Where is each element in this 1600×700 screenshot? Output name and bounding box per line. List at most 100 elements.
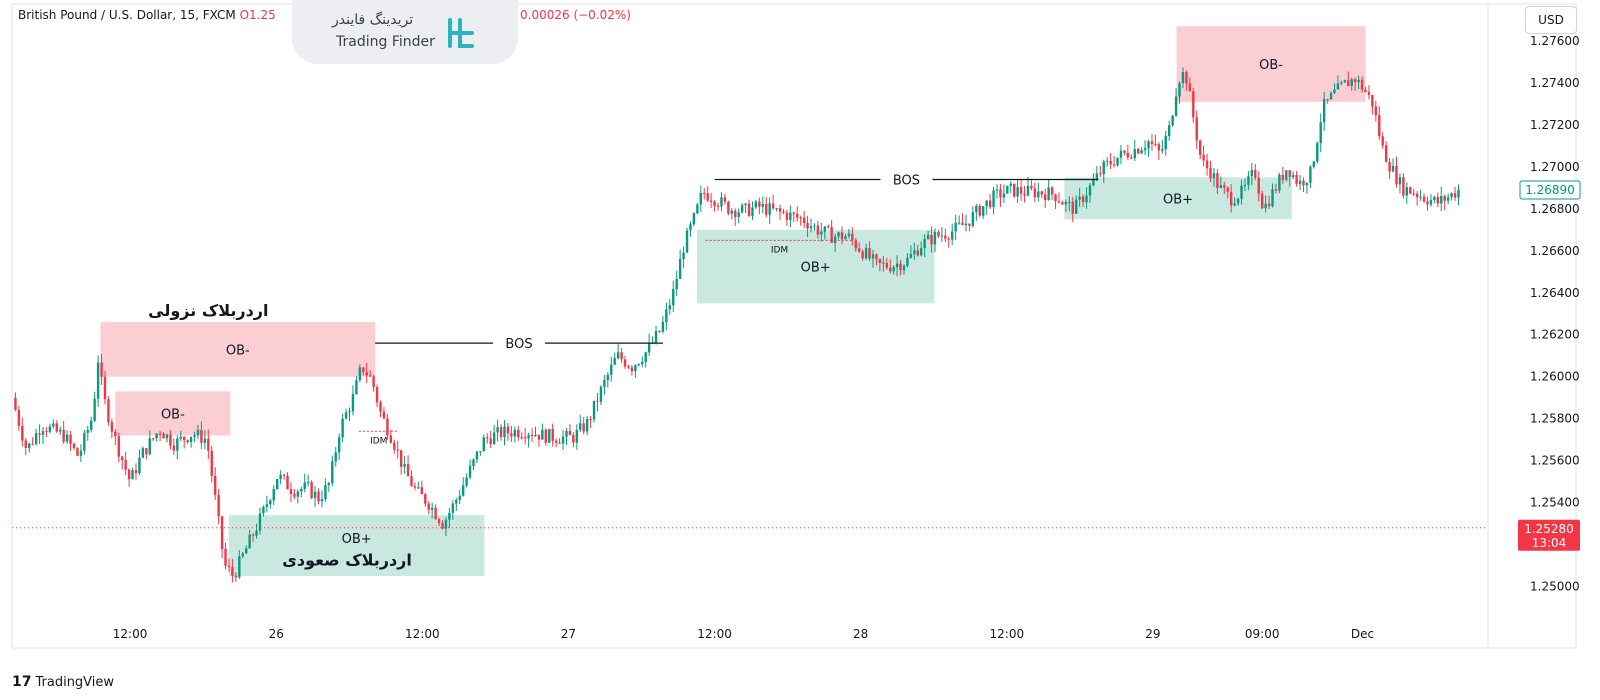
candle-body	[255, 530, 258, 536]
candle-body	[1216, 173, 1219, 188]
zone-label: OB-	[226, 343, 250, 358]
candle-body	[31, 443, 34, 445]
candle-body	[689, 224, 692, 231]
candle-body	[93, 398, 96, 421]
candle-body	[341, 418, 344, 438]
candle-body	[968, 223, 971, 226]
candle-body	[448, 512, 451, 520]
candle-body	[1047, 187, 1050, 201]
candle-body	[1095, 173, 1099, 180]
candle-body	[696, 204, 699, 214]
candle-body	[441, 523, 444, 529]
candle-body	[1161, 149, 1164, 151]
candle-body	[1436, 196, 1440, 204]
candle-body	[227, 565, 231, 568]
candle-body	[844, 236, 847, 240]
candle-body	[665, 309, 668, 322]
candle-body	[1360, 79, 1364, 90]
order-block-zone	[100, 322, 376, 377]
bos-label: BOS	[893, 173, 920, 188]
candle-body	[430, 507, 434, 510]
candle-body	[475, 451, 479, 460]
candle-body	[1316, 143, 1319, 162]
candle-body	[393, 442, 396, 450]
candle-body	[90, 420, 93, 430]
candle-body	[279, 474, 282, 480]
candle-body	[899, 263, 902, 271]
candle-body	[59, 429, 62, 432]
price-axis[interactable]: 1.27600 1.27400 1.27200 1.27000 1.26800 1.266…	[1530, 34, 1580, 594]
time-axis[interactable]: 12:00 26 12:00 27 12:00 28 12:00 29 09:00 Dec	[113, 627, 1374, 641]
candle-body	[1453, 193, 1457, 198]
candle-body	[461, 485, 465, 496]
candle-body	[727, 201, 730, 214]
candle-body	[620, 352, 623, 360]
candle-body	[895, 263, 899, 268]
candle-body	[1443, 196, 1446, 201]
candle-body	[833, 236, 837, 243]
candle-body	[152, 438, 155, 440]
candle-body	[83, 432, 86, 451]
candle-body	[265, 504, 269, 507]
candle-body	[186, 440, 189, 443]
time-tick: 09:00	[1245, 627, 1280, 641]
candle-body	[785, 212, 789, 221]
candle-body	[613, 358, 616, 365]
candle-body	[585, 418, 589, 432]
candle-body	[1429, 200, 1433, 205]
candle-body	[479, 451, 482, 453]
candle-body	[1044, 194, 1047, 201]
candle-body	[1219, 185, 1223, 188]
candle-body	[310, 482, 313, 498]
last-price-tag	[1519, 180, 1581, 200]
zone-label: OB+	[1163, 192, 1193, 207]
candle-body	[1260, 193, 1264, 209]
candle-body	[672, 289, 675, 306]
candle-body	[1381, 136, 1384, 146]
candle-body	[1081, 196, 1085, 203]
candle-body	[1288, 170, 1291, 178]
candle-body	[79, 450, 83, 456]
candle-body	[437, 519, 441, 524]
candle-body	[1198, 140, 1202, 155]
tradingview-brand[interactable]: 𝟭𝟳 TradingView	[12, 674, 114, 690]
candle-body	[24, 440, 27, 448]
currency-button[interactable]: USD	[1525, 6, 1577, 34]
candle-body	[1378, 115, 1381, 137]
time-tick: 12:00	[990, 627, 1025, 641]
order-block-zone	[1064, 177, 1292, 220]
price-tick: 1.27400	[1530, 76, 1580, 90]
candle-body	[358, 367, 362, 381]
candle-body	[627, 366, 630, 368]
candle-body	[1130, 157, 1133, 159]
candle-body	[1229, 191, 1233, 206]
candle-body	[868, 247, 871, 259]
candle-body	[331, 461, 334, 484]
candle-body	[65, 434, 69, 442]
candle-body	[534, 434, 537, 437]
candle-body	[176, 438, 179, 451]
candle-body	[517, 429, 520, 438]
candle-body	[806, 223, 809, 229]
candle-body	[1457, 189, 1460, 198]
candle-body	[1181, 72, 1185, 84]
candle-body	[572, 435, 575, 443]
candle-body	[1340, 82, 1343, 84]
candle-body	[988, 200, 992, 208]
candle-body	[114, 431, 117, 437]
candle-body	[124, 460, 127, 470]
candle-body	[851, 233, 854, 241]
candle-body	[1402, 177, 1405, 196]
zone-label: OB+	[801, 261, 831, 276]
candle-body	[813, 225, 816, 227]
candle-body	[1278, 174, 1281, 191]
candle-body	[1312, 161, 1316, 167]
candle-body	[1202, 154, 1205, 161]
candle-body	[1353, 79, 1357, 83]
candle-body	[758, 201, 761, 207]
candle-body	[1133, 149, 1136, 159]
candle-body	[802, 217, 806, 224]
candle-body	[713, 201, 716, 206]
